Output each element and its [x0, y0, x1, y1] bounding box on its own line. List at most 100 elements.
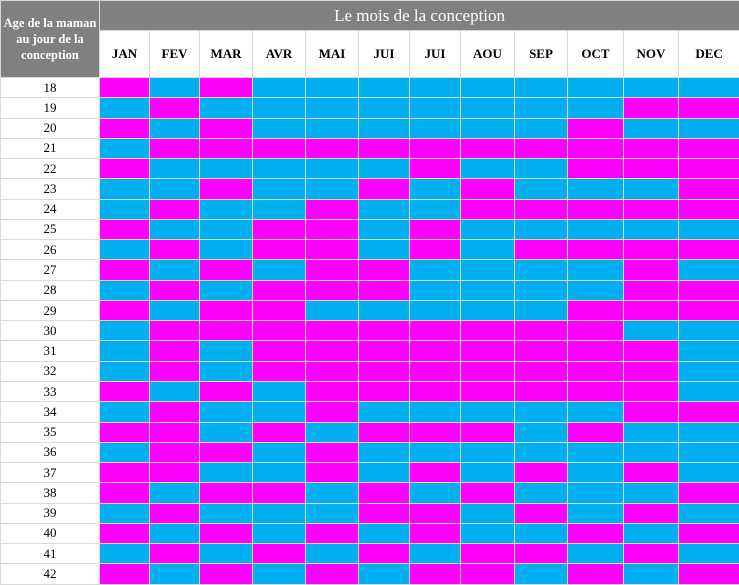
boy-cell — [149, 76, 200, 99]
table-row: 19 — [0, 97, 739, 119]
girl-cell — [358, 259, 410, 281]
girl-cell — [567, 117, 624, 139]
girl-cell — [305, 218, 359, 241]
boy-cell — [409, 117, 461, 139]
girl-cell — [305, 563, 359, 585]
girl-cell — [567, 522, 624, 545]
boy-cell — [305, 158, 359, 180]
table-row: 29 — [0, 299, 739, 322]
girl-cell — [252, 239, 306, 261]
boy-cell — [252, 522, 306, 545]
table-row: 33 — [0, 380, 739, 403]
girl-cell — [149, 543, 200, 565]
girl-cell — [358, 340, 410, 362]
boy-cell — [99, 320, 150, 342]
age-label: 29 — [0, 299, 100, 322]
girl-cell — [514, 502, 568, 524]
boy-cell — [99, 340, 150, 362]
girl-cell — [409, 158, 461, 180]
boy-cell — [514, 218, 568, 241]
girl-cell — [199, 320, 253, 342]
boy-cell — [409, 441, 461, 464]
boy-cell — [460, 76, 515, 99]
girl-cell — [149, 340, 200, 362]
girl-cell — [199, 299, 253, 322]
month-header-1: JAN — [99, 30, 150, 78]
boy-cell — [199, 198, 253, 220]
boy-cell — [567, 259, 624, 281]
girl-cell — [677, 482, 739, 504]
boy-cell — [99, 137, 150, 160]
boy-cell — [409, 543, 461, 565]
boy-cell — [305, 482, 359, 504]
boy-cell — [623, 76, 679, 99]
age-label: 25 — [0, 218, 100, 241]
boy-cell — [460, 117, 515, 139]
month-header-3: MAR — [199, 30, 253, 78]
boy-cell — [514, 178, 568, 200]
girl-cell — [199, 76, 253, 99]
girl-cell — [567, 158, 624, 180]
age-label: 24 — [0, 198, 100, 220]
boy-cell — [514, 259, 568, 281]
month-title-header: Le mois de la conception — [98, 0, 739, 31]
girl-cell — [514, 380, 568, 403]
boy-cell — [149, 117, 200, 139]
girl-cell — [358, 482, 410, 504]
boy-cell — [409, 178, 461, 200]
boy-cell — [460, 218, 515, 241]
boy-cell — [514, 522, 568, 545]
boy-cell — [199, 239, 253, 261]
girl-cell — [149, 441, 200, 464]
boy-cell — [460, 279, 515, 301]
month-header-12: DEC — [677, 30, 739, 78]
boy-cell — [567, 401, 624, 423]
boy-cell — [409, 401, 461, 423]
girl-cell — [99, 218, 150, 241]
boy-cell — [567, 482, 624, 504]
boy-cell — [252, 563, 306, 585]
girl-cell — [460, 482, 515, 504]
month-header-5: MAI — [305, 30, 359, 78]
girl-cell — [149, 97, 200, 119]
boy-cell — [623, 178, 679, 200]
age-label: 18 — [0, 76, 100, 99]
girl-cell — [149, 137, 200, 160]
girl-cell — [199, 137, 253, 160]
girl-cell — [358, 360, 410, 382]
age-label: 22 — [0, 158, 100, 180]
girl-cell — [623, 97, 679, 119]
girl-cell — [305, 462, 359, 484]
age-label: 36 — [0, 441, 100, 464]
girl-cell — [677, 137, 739, 160]
girl-cell — [358, 279, 410, 301]
boy-cell — [623, 563, 679, 585]
boy-cell — [149, 380, 200, 403]
age-label: 39 — [0, 502, 100, 524]
girl-cell — [305, 279, 359, 301]
boy-cell — [567, 502, 624, 524]
girl-cell — [409, 360, 461, 382]
boy-cell — [567, 441, 624, 464]
month-header-9: SEP — [514, 30, 568, 78]
boy-cell — [677, 360, 739, 382]
age-label: 23 — [0, 178, 100, 200]
girl-cell — [623, 340, 679, 362]
boy-cell — [149, 259, 200, 281]
girl-cell — [514, 462, 568, 484]
age-column-header: Age de la maman au jour de la conception — [0, 0, 100, 78]
boy-cell — [358, 462, 410, 484]
girl-cell — [149, 239, 200, 261]
girl-cell — [199, 563, 253, 585]
girl-cell — [305, 522, 359, 545]
boy-cell — [358, 117, 410, 139]
boy-cell — [252, 462, 306, 484]
girl-cell — [567, 198, 624, 220]
girl-cell — [99, 421, 150, 443]
boy-cell — [305, 76, 359, 99]
girl-cell — [460, 137, 515, 160]
age-label: 42 — [0, 563, 100, 585]
boy-cell — [677, 502, 739, 524]
boy-cell — [99, 279, 150, 301]
